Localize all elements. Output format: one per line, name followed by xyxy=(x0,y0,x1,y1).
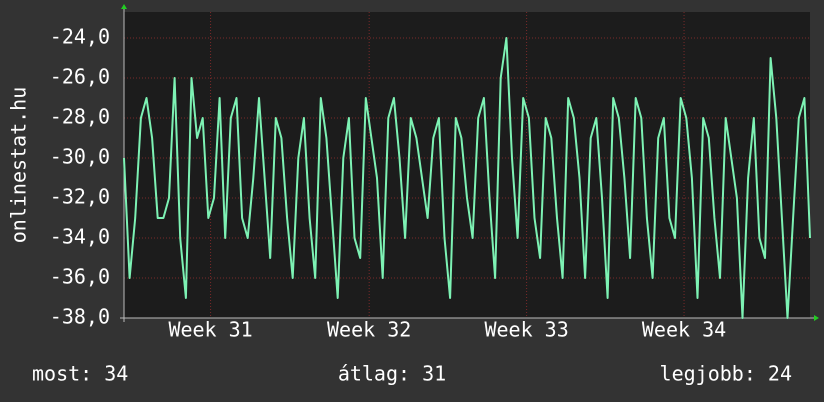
footer-current: most: 34 xyxy=(32,362,128,386)
axis-arrow xyxy=(121,4,127,9)
y-tick-label: -36,0 xyxy=(50,265,110,289)
y-tick-label: -26,0 xyxy=(50,65,110,89)
y-tick-label: -24,0 xyxy=(50,25,110,49)
x-tick-label: Week 31 xyxy=(168,318,252,342)
x-tick-label: Week 34 xyxy=(642,318,726,342)
footer-best: legjobb: 24 xyxy=(660,362,792,386)
x-tick-label: Week 32 xyxy=(327,318,411,342)
y-tick-label: -34,0 xyxy=(50,225,110,249)
y-axis-label: onlinestat.hu xyxy=(7,87,31,244)
plot-area xyxy=(124,12,810,318)
footer-average: átlag: 31 xyxy=(338,362,446,386)
x-tick-label: Week 33 xyxy=(484,318,568,342)
y-tick-label: -38,0 xyxy=(50,305,110,329)
series-line xyxy=(123,37,811,319)
y-tick-label: -32,0 xyxy=(50,185,110,209)
y-tick-label: -30,0 xyxy=(50,145,110,169)
y-tick-label: -28,0 xyxy=(50,105,110,129)
axis-arrow xyxy=(814,315,819,321)
